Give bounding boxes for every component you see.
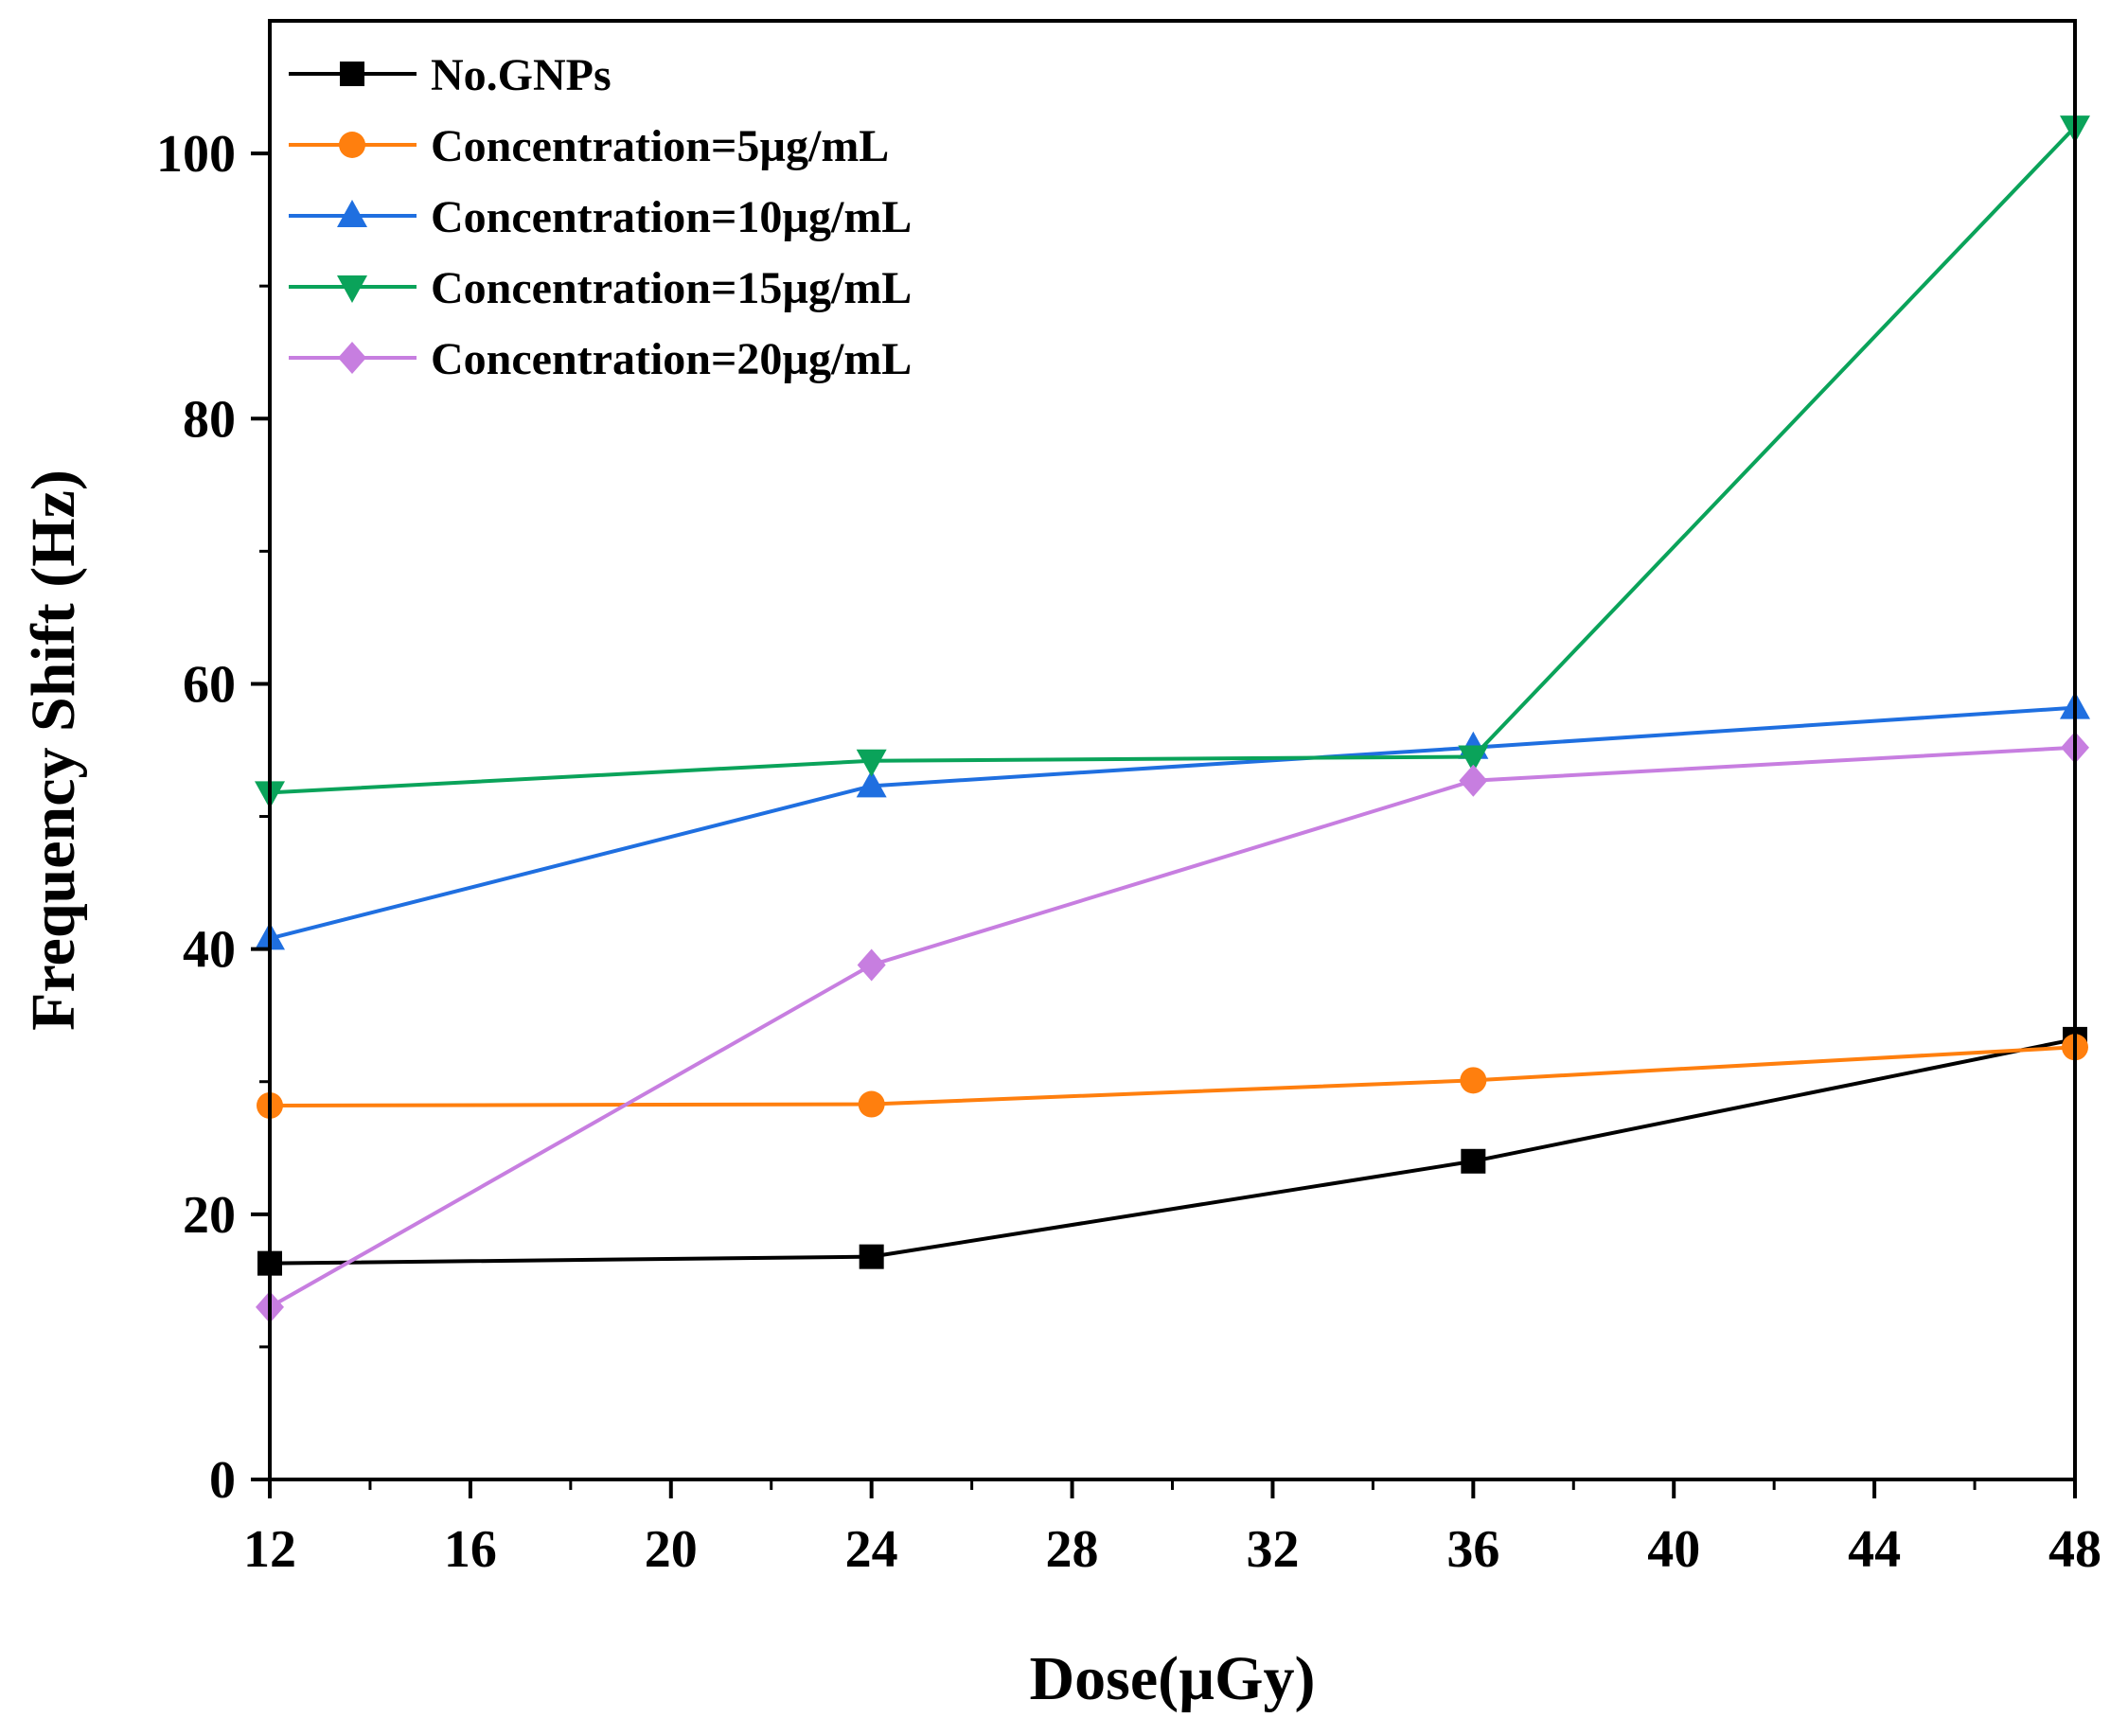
axis-ticks: 12 16 20 24 28 32 36 40 44 48 0 20 40 60 80 100 [156, 125, 2101, 1579]
legend-marker [340, 62, 364, 86]
series-line [269, 705, 2076, 941]
legend-item: Concentration=5µg/mL [289, 121, 889, 171]
y-axis-title: Frequency Shift (Hz) [19, 469, 88, 1031]
series-1 [257, 1026, 2087, 1276]
series-3 [255, 691, 2090, 950]
data-point [859, 1244, 884, 1269]
legend-label: Concentration=15µg/mL [431, 263, 912, 313]
legend-label: Concentration=20µg/mL [431, 334, 912, 384]
legend-item: Concentration=15µg/mL [289, 263, 912, 313]
legend-marker [337, 200, 367, 227]
x-tick-label: 40 [1647, 1520, 1700, 1579]
x-tick-label: 44 [1848, 1520, 1901, 1579]
series-line [269, 125, 2077, 795]
legend-label: Concentration=10µg/mL [431, 192, 912, 242]
data-point [858, 1090, 885, 1118]
y-tick-label: 100 [156, 125, 236, 184]
x-tick-label: 32 [1246, 1520, 1299, 1579]
data-point [857, 948, 886, 982]
x-tick-label: 28 [1046, 1520, 1099, 1579]
x-axis-title: Dose(µGy) [1030, 1644, 1316, 1713]
legend-marker [339, 132, 365, 158]
legend: No.GNPs Concentration=5µg/mL Concentration… [289, 50, 912, 384]
data-point [1461, 1148, 1486, 1174]
series-line [269, 1045, 2076, 1107]
data-point [1458, 745, 1489, 773]
legend-label: Concentration=5µg/mL [431, 121, 889, 171]
data-point [1460, 1067, 1487, 1094]
legend-marker [338, 342, 366, 374]
y-tick-label: 80 [183, 390, 236, 449]
y-tick-label: 20 [183, 1186, 236, 1245]
y-tick-label: 0 [209, 1451, 236, 1510]
legend-item: Concentration=10µg/mL [289, 192, 912, 242]
data-point [856, 749, 887, 777]
series-layer [255, 115, 2090, 1323]
data-point [856, 770, 887, 798]
x-tick-label: 36 [1446, 1520, 1499, 1579]
legend-item: Concentration=20µg/mL [289, 334, 912, 384]
x-tick-label: 24 [845, 1520, 898, 1579]
legend-item: No.GNPs [289, 50, 612, 100]
series-line [269, 1036, 2076, 1266]
series-5 [256, 731, 2089, 1323]
series-2 [257, 1034, 2088, 1119]
y-tick-label: 40 [183, 921, 236, 980]
series-line [269, 745, 2076, 1309]
y-tick-label: 60 [183, 655, 236, 714]
data-point [1459, 764, 1488, 797]
x-tick-label: 16 [444, 1520, 497, 1579]
legend-marker [337, 275, 367, 303]
x-tick-label: 48 [2048, 1520, 2101, 1579]
x-tick-label: 12 [243, 1520, 296, 1579]
x-tick-label: 20 [645, 1520, 698, 1579]
legend-label: No.GNPs [431, 50, 612, 100]
